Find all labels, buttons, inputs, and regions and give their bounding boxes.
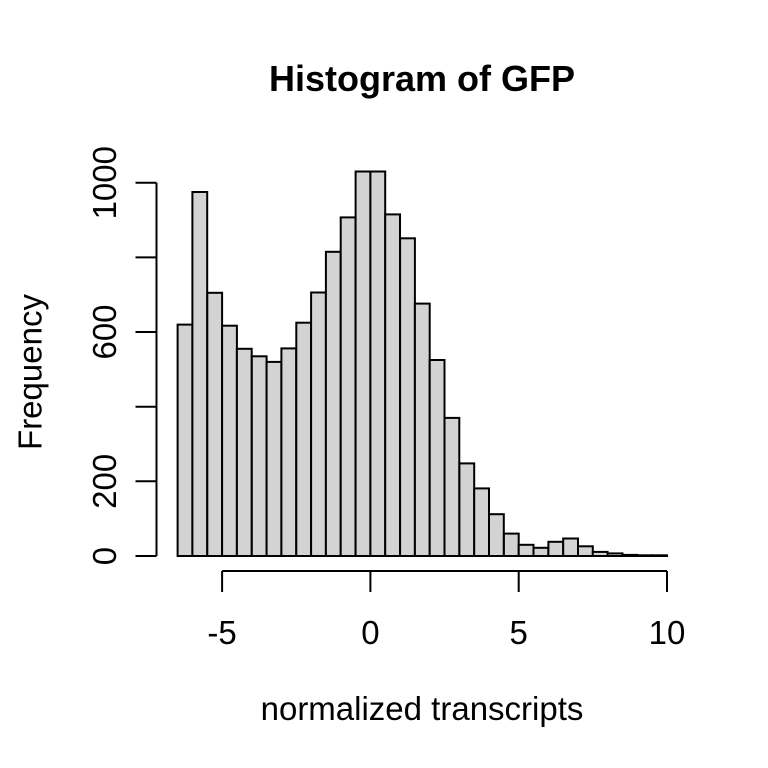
histogram-bar	[324, 250, 342, 558]
histogram-bar	[621, 553, 639, 558]
chart-title: Histogram of GFP	[268, 58, 576, 99]
y-tick-label: 200	[86, 454, 123, 509]
x-tick-label: 10	[649, 614, 686, 651]
histogram-bar	[562, 537, 580, 557]
histogram-bar	[458, 462, 476, 557]
histogram-bar	[443, 416, 461, 557]
x-tick-label: 5	[510, 614, 528, 651]
histogram-bar	[473, 487, 491, 557]
histogram-bar	[547, 540, 565, 557]
histogram-bar	[250, 355, 268, 557]
histogram-bar	[339, 216, 357, 557]
x-axis-label: normalized transcripts	[260, 690, 584, 727]
histogram-bar	[384, 213, 402, 557]
y-tick-label: 1000	[86, 146, 123, 219]
histogram-bar	[221, 324, 238, 558]
histogram-bar	[354, 170, 372, 557]
x-tick-label: -5	[207, 614, 236, 651]
histogram-bar	[502, 532, 520, 557]
histogram-bar	[591, 550, 609, 558]
histogram-bar	[651, 554, 669, 557]
histogram-bar	[235, 347, 253, 557]
histogram-bar	[295, 321, 313, 558]
histogram-bar	[532, 546, 550, 557]
y-tick-label: 0	[86, 547, 123, 565]
histogram-bar	[606, 552, 624, 558]
histogram-bar	[413, 302, 431, 557]
histogram-bar	[399, 237, 416, 558]
x-tick-label: 0	[361, 614, 379, 651]
histogram-bar	[191, 191, 209, 557]
histogram-bar	[369, 170, 387, 557]
histogram-bar	[488, 513, 505, 558]
histogram-bar	[206, 291, 224, 557]
histogram-bar	[636, 554, 654, 557]
histogram-bar	[176, 323, 194, 557]
histogram-bar	[428, 359, 446, 557]
histogram-bar	[280, 347, 298, 557]
histogram-bar	[265, 360, 283, 557]
histogram-bar	[577, 545, 594, 557]
histogram-bar	[517, 543, 535, 557]
y-tick-label: 600	[86, 304, 123, 359]
histogram-bar	[310, 291, 327, 557]
